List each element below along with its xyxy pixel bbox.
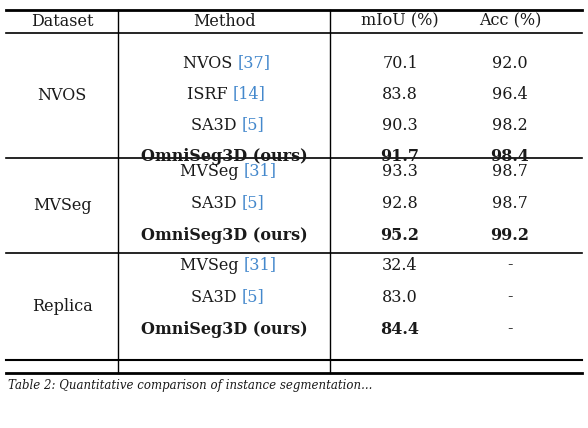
Text: MVSeg: MVSeg	[180, 256, 244, 273]
Text: Method: Method	[193, 12, 255, 30]
Text: [14]: [14]	[232, 86, 265, 102]
Text: [31]: [31]	[244, 163, 277, 179]
Text: MVSeg: MVSeg	[180, 163, 244, 179]
Text: 91.7: 91.7	[380, 148, 419, 164]
Text: 95.2: 95.2	[380, 226, 419, 244]
Text: SA3D: SA3D	[199, 194, 249, 211]
Text: 92.0: 92.0	[492, 54, 528, 71]
Text: Dataset: Dataset	[31, 12, 93, 30]
Text: Table 2: Quantitative comparison of instance segmentation...: Table 2: Quantitative comparison of inst…	[8, 380, 372, 392]
Text: -: -	[507, 256, 513, 273]
Text: [5]: [5]	[242, 116, 265, 134]
Text: 98.2: 98.2	[492, 116, 528, 134]
Text: 83.8: 83.8	[382, 86, 418, 102]
Text: SA3D: SA3D	[199, 288, 249, 306]
Text: 32.4: 32.4	[382, 256, 418, 273]
Text: 84.4: 84.4	[380, 321, 419, 338]
Text: -: -	[507, 288, 513, 306]
Text: MVSeg: MVSeg	[33, 197, 91, 214]
Text: [31]: [31]	[244, 256, 277, 273]
Text: [37]: [37]	[238, 54, 271, 71]
Text: 98.7: 98.7	[492, 163, 528, 179]
Text: 98.7: 98.7	[492, 194, 528, 211]
Text: OmniSeg3D (ours): OmniSeg3D (ours)	[141, 321, 308, 338]
Text: SA3D: SA3D	[191, 116, 242, 134]
Text: SA3D: SA3D	[199, 116, 249, 134]
Text: 96.4: 96.4	[492, 86, 528, 102]
Text: 92.8: 92.8	[382, 194, 418, 211]
Text: Acc (%): Acc (%)	[479, 12, 541, 30]
Text: [5]: [5]	[242, 194, 265, 211]
Text: MVSeg: MVSeg	[192, 256, 256, 273]
Text: OmniSeg3D (ours): OmniSeg3D (ours)	[141, 148, 308, 164]
Text: MVSeg: MVSeg	[192, 163, 256, 179]
Text: NVOS: NVOS	[183, 54, 238, 71]
Text: 90.3: 90.3	[382, 116, 418, 134]
Text: [5]: [5]	[242, 288, 265, 306]
Text: 99.2: 99.2	[490, 226, 530, 244]
Text: -: -	[507, 321, 513, 338]
Text: 98.4: 98.4	[490, 148, 530, 164]
Text: Replica: Replica	[32, 298, 92, 315]
Text: 83.0: 83.0	[382, 288, 418, 306]
Text: SA3D: SA3D	[191, 288, 242, 306]
Text: NVOS: NVOS	[38, 87, 86, 104]
Text: NVOS: NVOS	[197, 54, 251, 71]
Text: mIoU (%): mIoU (%)	[361, 12, 439, 30]
Text: OmniSeg3D (ours): OmniSeg3D (ours)	[141, 226, 308, 244]
Text: SA3D: SA3D	[191, 194, 242, 211]
Text: ISRF: ISRF	[186, 86, 232, 102]
Text: 93.3: 93.3	[382, 163, 418, 179]
Text: ISRF: ISRF	[201, 86, 247, 102]
Text: 70.1: 70.1	[382, 54, 418, 71]
